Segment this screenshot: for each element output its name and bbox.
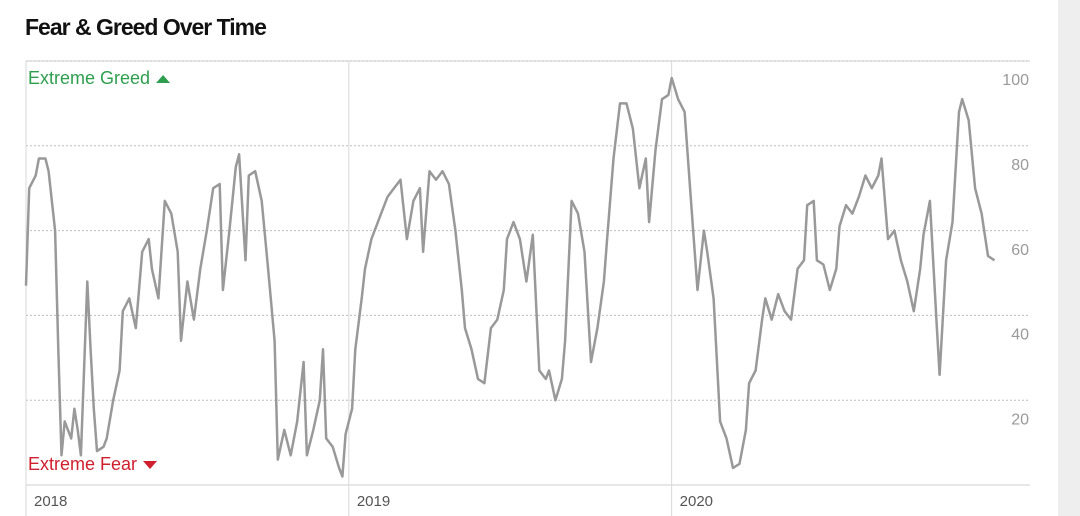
annotation-fear: Extreme Fear bbox=[28, 454, 137, 474]
chart-title: Fear & Greed Over Time bbox=[25, 14, 266, 40]
x-tick-label: 2020 bbox=[680, 493, 713, 510]
y-tick-label: 60 bbox=[1011, 242, 1029, 259]
greed-arrow bbox=[156, 75, 171, 83]
x-tick-label: 2018 bbox=[34, 493, 67, 510]
side-bar bbox=[1058, 0, 1080, 516]
y-tick-label: 20 bbox=[1011, 411, 1029, 428]
x-tick-label: 2019 bbox=[357, 493, 390, 510]
y-tick-label: 40 bbox=[1011, 327, 1029, 344]
line bbox=[24, 76, 996, 478]
y-tick-label: 100 bbox=[1002, 72, 1029, 89]
y-tick-label: 80 bbox=[1011, 157, 1029, 174]
annotation-greed: Extreme Greed bbox=[28, 68, 150, 88]
fear-arrow bbox=[143, 461, 158, 469]
